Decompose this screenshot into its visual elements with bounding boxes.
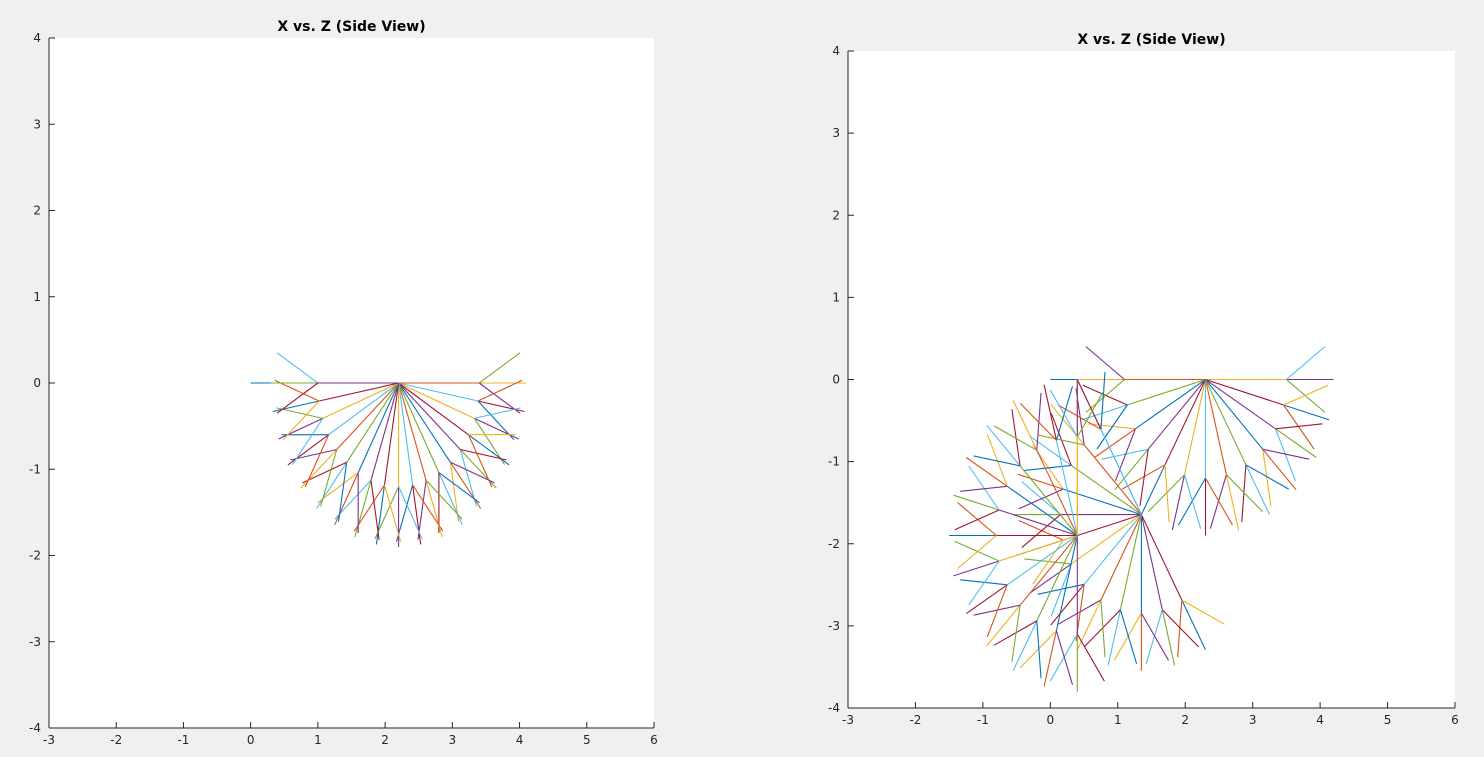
right-y-tick-label: 0 <box>832 373 840 387</box>
right-y-tick-label: 3 <box>832 126 840 140</box>
right-y-tick-label: -4 <box>828 701 840 715</box>
left-chart-title: X vs. Z (Side View) <box>277 19 425 35</box>
right-axes: X vs. Z (Side View) -3 -2 -1 0 1 2 3 4 5 6 -4-3-2… <box>828 32 1459 727</box>
left-x-tick-label: 0 <box>247 733 255 747</box>
left-x-tick-label: 4 <box>516 733 524 747</box>
left-y-tick-label: 0 <box>33 376 41 390</box>
left-y-tick-label: 1 <box>33 290 41 304</box>
left-x-tick-label: -1 <box>177 733 189 747</box>
right-y-tick-label: -2 <box>828 537 840 551</box>
right-x-tick-label: 1 <box>1114 713 1122 727</box>
left-y-tick-label: 4 <box>33 31 41 45</box>
right-x-tick-label: -2 <box>909 713 921 727</box>
right-y-tick-label: 4 <box>832 44 840 58</box>
left-y-tick-label: 3 <box>33 117 41 131</box>
right-x-tick-label: 5 <box>1384 713 1392 727</box>
left-y-tick-label: -1 <box>29 462 41 476</box>
right-x-tick-label: -3 <box>842 713 854 727</box>
left-y-tick-label: -3 <box>29 635 41 649</box>
left-y-tick-label: -2 <box>29 549 41 563</box>
left-x-tick-label: 2 <box>381 733 389 747</box>
left-x-tick-label: 1 <box>314 733 322 747</box>
left-x-tick-label: -3 <box>43 733 55 747</box>
right-y-tick-label: 2 <box>832 208 840 222</box>
right-chart-title: X vs. Z (Side View) <box>1077 32 1225 48</box>
right-y-tick-label: 1 <box>832 290 840 304</box>
right-x-tick-label: 3 <box>1249 713 1257 727</box>
right-y-tick-label: -3 <box>828 619 840 633</box>
right-x-tick-label: 2 <box>1181 713 1189 727</box>
left-y-tick-label: 2 <box>33 204 41 218</box>
left-y-tick-label: -4 <box>29 721 41 735</box>
right-x-tick-label: 4 <box>1316 713 1324 727</box>
left-x-tick-label: 3 <box>449 733 457 747</box>
right-x-tick-label: -1 <box>977 713 989 727</box>
left-x-tick-label: -2 <box>110 733 122 747</box>
left-axes: X vs. Z (Side View) -3 -2 -1 0 1 2 3 4 5 6 -4-3-2… <box>29 19 658 747</box>
left-x-tick-label: 6 <box>650 733 658 747</box>
right-x-tick-label: 0 <box>1047 713 1055 727</box>
right-y-tick-label: -1 <box>828 455 840 469</box>
right-x-tick-label: 6 <box>1451 713 1459 727</box>
left-x-tick-label: 5 <box>583 733 591 747</box>
